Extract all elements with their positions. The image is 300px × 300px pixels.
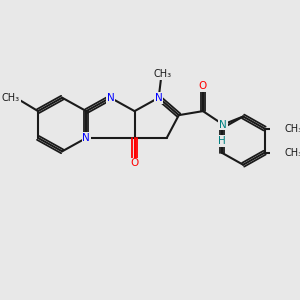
Text: CH₃: CH₃ xyxy=(284,124,300,134)
Text: O: O xyxy=(199,81,207,91)
Text: N: N xyxy=(219,119,227,130)
Text: H: H xyxy=(218,136,226,146)
Text: O: O xyxy=(130,158,139,168)
Text: N: N xyxy=(155,93,163,103)
Text: N: N xyxy=(82,133,90,143)
Text: CH₃: CH₃ xyxy=(2,93,20,103)
Text: CH₃: CH₃ xyxy=(284,148,300,158)
Text: CH₃: CH₃ xyxy=(154,69,172,79)
Text: N: N xyxy=(106,93,114,103)
